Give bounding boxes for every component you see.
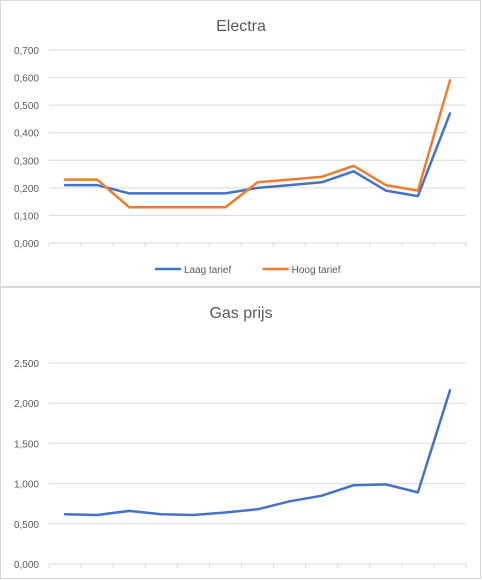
electra-chart: Electra 0,000 0,100 0,200 0,300 0,400 0,500 0,… — [14, 18, 467, 276]
y-tick-label: 0,500 — [14, 101, 39, 112]
legend-label: Hoog tarief — [292, 265, 341, 276]
y-tick-label: 0,500 — [14, 520, 39, 531]
y-tick-label: 0,300 — [14, 156, 39, 167]
y-tick-label: 2,500 — [14, 359, 39, 370]
y-tick-label: 1,500 — [14, 439, 39, 450]
y-tick-label: 0,700 — [14, 46, 39, 57]
y-tick-label: 0,000 — [14, 560, 39, 571]
chart-title: Electra — [216, 18, 266, 35]
y-tick-label: 0,000 — [14, 239, 39, 250]
y-tick-label: 0,200 — [14, 184, 39, 195]
series-line — [63, 112, 452, 198]
y-tick-label: 0,100 — [14, 211, 39, 222]
chart-title: Gas prijs — [209, 305, 272, 322]
gas-chart-panel: Gas prijs 0,000 0,500 1,000 1,500 2,000 2,500 — [0, 287, 481, 579]
y-tick-label: 1,000 — [14, 480, 39, 491]
y-tick-label: 2,000 — [14, 399, 39, 410]
y-tick-label: 0,400 — [14, 129, 39, 140]
y-tick-label: 0,600 — [14, 74, 39, 85]
gas-prijs-chart: Gas prijs 0,000 0,500 1,000 1,500 2,000 2,500 — [14, 305, 467, 571]
series-line — [63, 79, 452, 209]
series-line — [63, 389, 452, 517]
legend-label: Laag tarief — [184, 265, 231, 276]
electra-chart-panel: Electra 0,000 0,100 0,200 0,300 0,400 0,500 0,… — [0, 0, 481, 287]
